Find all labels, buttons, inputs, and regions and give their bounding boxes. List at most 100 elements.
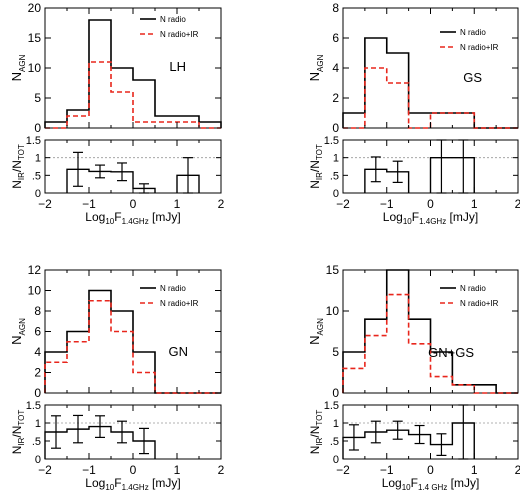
y-tick-label: 10 <box>326 304 340 318</box>
y-tick-label: 10 <box>28 61 42 75</box>
histogram-radio <box>342 269 518 394</box>
legend-label: N radio <box>160 15 186 24</box>
x-axis-label-part: F <box>114 476 121 490</box>
y-axis-label: NAGN <box>307 318 325 345</box>
y-tick-label: 1.5 <box>324 135 339 147</box>
x-axis-label-part: 1.4 GHz <box>418 483 447 492</box>
x-axis-label-part: 10 <box>105 217 114 226</box>
y-tick-label: 10 <box>28 284 42 298</box>
x-tick-label: 1 <box>471 197 478 211</box>
x-axis-label-part: Log <box>85 476 105 490</box>
y-axis-label-sub: AGN <box>316 318 325 336</box>
y-tick-label: 20 <box>28 1 42 15</box>
y-tick-label: 0 <box>333 188 339 200</box>
y-tick-label: 4 <box>34 345 41 359</box>
upper-frame <box>342 7 519 129</box>
y-axis-label-sub: AGN <box>316 54 325 72</box>
y-tick-label: 0 <box>332 386 339 400</box>
histogram-radio <box>44 19 222 128</box>
x-tick-label: −2 <box>38 463 52 477</box>
ratio-axis-label-part: TOT <box>17 410 26 426</box>
histogram-radio-ir <box>45 61 221 129</box>
y-tick-label: 5 <box>332 345 339 359</box>
x-tick-label: −2 <box>38 197 52 211</box>
x-tick-label: 2 <box>515 197 520 211</box>
y-tick-label: 5 <box>34 91 41 105</box>
ratio-axis-label-part: N <box>10 446 24 455</box>
y-axis-label-main: N <box>307 335 322 344</box>
y-tick-label: 6 <box>332 31 339 45</box>
y-tick-label: 1 <box>333 153 339 165</box>
x-axis-label-part: 10 <box>403 217 412 226</box>
x-axis-label-part: [mJy] <box>149 476 181 490</box>
y-tick-label: 1 <box>333 418 339 430</box>
y-tick-label: 1 <box>35 153 41 165</box>
y-tick-label: 8 <box>34 304 41 318</box>
x-axis-label: Log10F1.4GHz [mJy] <box>85 210 180 226</box>
ratio-axis-label: NIR/NTOT <box>308 410 324 455</box>
histogram-radio-ir <box>342 293 518 394</box>
legend-label: N radio <box>460 28 486 37</box>
x-tick-label: −1 <box>82 463 96 477</box>
x-tick-label: 0 <box>427 197 434 211</box>
x-axis-label-part: [mJy] <box>447 476 479 490</box>
x-axis-label: Log10F1.4GHz [mJy] <box>383 210 478 226</box>
x-tick-label: −1 <box>380 197 394 211</box>
y-tick-label: .5 <box>330 170 339 182</box>
y-axis-label: NAGN <box>307 54 325 81</box>
y-tick-label: 8 <box>332 1 339 15</box>
ratio-axis-label-part: TOT <box>315 410 324 426</box>
x-tick-label: 0 <box>427 463 434 477</box>
field-label: GN <box>169 344 189 359</box>
x-axis-label-part: 1.4GHz <box>419 217 446 226</box>
legend-label: N radio <box>160 284 186 293</box>
y-tick-label: 1.5 <box>324 400 339 412</box>
y-axis-label-main: N <box>307 72 322 81</box>
ratio-axis-label-part: TOT <box>17 144 26 160</box>
histogram-radio-ir <box>44 299 221 394</box>
ratio-histogram <box>364 156 475 193</box>
x-tick-label: −1 <box>380 463 394 477</box>
y-axis-label-sub: AGN <box>18 318 27 336</box>
x-tick-label: −2 <box>336 463 350 477</box>
x-tick-label: −1 <box>82 197 96 211</box>
ratio-axis-label-part: IR <box>315 437 324 445</box>
y-tick-label: .5 <box>330 436 339 448</box>
x-axis-label-part: F <box>412 210 419 224</box>
ratio-axis-label-part: IR <box>17 172 26 180</box>
x-axis-label: Log10F1.4GHz [mJy] <box>85 476 180 492</box>
y-tick-label: 2 <box>332 91 339 105</box>
ratio-axis-label: NIR/NTOT <box>308 144 324 189</box>
x-axis-label-part: F <box>411 476 418 490</box>
histogram-radio-ir <box>343 67 518 129</box>
x-axis-label-part: 1.4GHz <box>122 483 149 492</box>
legend-label: N radio+IR <box>460 43 499 52</box>
y-tick-label: 1 <box>35 418 41 430</box>
x-axis-label-part: F <box>114 210 121 224</box>
y-tick-label: 0 <box>34 121 41 135</box>
x-tick-label: 1 <box>174 197 181 211</box>
y-tick-label: 0 <box>35 188 41 200</box>
y-tick-label: 1.5 <box>26 135 41 147</box>
legend-label: N radio+IR <box>160 299 199 308</box>
y-axis-label: NAGN <box>9 318 27 345</box>
y-tick-label: 12 <box>28 263 42 277</box>
x-tick-label: 2 <box>218 197 225 211</box>
y-tick-label: 0 <box>333 454 339 466</box>
y-axis-label-main: N <box>9 335 24 344</box>
ratio-axis-label-part: IR <box>315 172 324 180</box>
ratio-axis-label-part: N <box>308 180 322 189</box>
y-tick-label: 4 <box>332 61 339 75</box>
x-axis-label-part: Log <box>383 210 403 224</box>
x-axis-label-part: Log <box>382 476 402 490</box>
y-tick-label: 2 <box>34 366 41 380</box>
field-label: LH <box>169 59 186 74</box>
legend-label: N radio <box>460 284 486 293</box>
y-tick-label: 0 <box>35 454 41 466</box>
x-axis-label-part: [mJy] <box>149 210 181 224</box>
x-axis-label-part: 10 <box>105 483 114 492</box>
field-label: GN+GS <box>428 345 474 360</box>
